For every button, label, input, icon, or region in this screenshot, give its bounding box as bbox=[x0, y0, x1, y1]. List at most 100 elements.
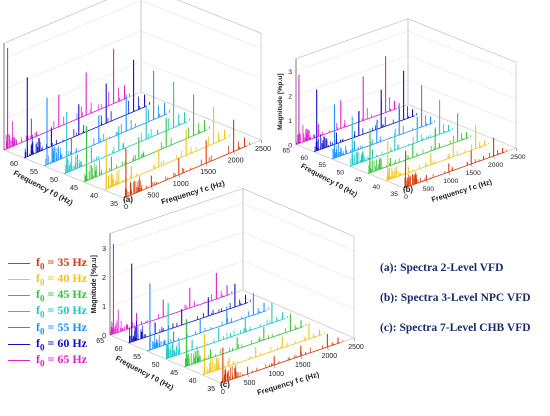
z-tick-label: 3 bbox=[288, 69, 292, 76]
x-tick-label: 500 bbox=[423, 186, 435, 193]
series-baseline bbox=[403, 151, 505, 189]
x-axis-label: Frequency f c (Hz) bbox=[256, 369, 321, 397]
legend-label: f0 = 40 Hz bbox=[36, 271, 87, 288]
series-50 bbox=[165, 302, 288, 360]
y-tick-label: 40 bbox=[90, 191, 98, 200]
x-tick-label: 0 bbox=[221, 389, 225, 396]
x-tick-label: 500 bbox=[147, 190, 159, 199]
legend: f0 = 35 Hz f0 = 40 Hz f0 = 45 Hz f0 = 50 Hz… bbox=[8, 255, 130, 368]
x-tick bbox=[151, 186, 153, 190]
z-tick-label: 2 bbox=[102, 275, 106, 282]
x-tick-label: 0 bbox=[404, 194, 408, 201]
x-tick bbox=[123, 197, 126, 202]
caption-b: (b): Spectra 3-Level NPC VFD bbox=[380, 292, 531, 304]
z-gridline bbox=[3, 61, 262, 120]
x-tick bbox=[448, 171, 451, 176]
x-tick bbox=[470, 163, 473, 168]
legend-swatch bbox=[8, 262, 30, 264]
series-65 bbox=[295, 56, 399, 145]
x-tick bbox=[493, 155, 495, 160]
x-tick bbox=[327, 346, 329, 351]
x-tick-label: 2500 bbox=[510, 154, 525, 161]
y-axis-label: Frequency f 0 (Hz) bbox=[299, 161, 359, 199]
series-40 bbox=[385, 125, 489, 182]
series-baseline bbox=[220, 342, 341, 384]
y-tick-label: 55 bbox=[318, 162, 326, 169]
z-tick-label: 1 bbox=[288, 118, 292, 125]
series-baseline bbox=[331, 122, 433, 160]
series-baseline bbox=[183, 326, 304, 368]
y-tick-label: 50 bbox=[152, 362, 160, 369]
series-baseline bbox=[3, 97, 128, 151]
series-baseline bbox=[349, 129, 451, 167]
legend-label: f0 = 55 Hz bbox=[36, 319, 87, 337]
legend-swatch bbox=[8, 311, 30, 313]
z-gridline bbox=[295, 30, 517, 75]
series-50 bbox=[63, 81, 190, 175]
series-baseline bbox=[295, 108, 397, 145]
legend-label: f0 = 60 Hz bbox=[36, 335, 87, 353]
z-gridline bbox=[3, 91, 262, 151]
caption-c: (c): Spectra 7-Level CHB VFD bbox=[380, 322, 531, 334]
x-tick bbox=[515, 147, 518, 152]
legend-item: f0 = 55 Hz bbox=[8, 320, 130, 336]
side-wall bbox=[407, 18, 517, 149]
side-wall bbox=[242, 188, 355, 339]
y-tick-label: 45 bbox=[70, 183, 78, 192]
z-axis-label: Magnitude [%p.u] bbox=[277, 73, 284, 130]
y-tick-label: 40 bbox=[372, 184, 380, 191]
x-tick-label: 1500 bbox=[466, 170, 481, 177]
legend-label: f0 = 35 Hz bbox=[36, 254, 87, 272]
x-tick bbox=[353, 337, 356, 342]
y-tick-label: 35 bbox=[110, 199, 118, 208]
x-tick bbox=[260, 139, 263, 144]
z-gridline bbox=[109, 289, 355, 339]
series-baseline bbox=[165, 318, 286, 360]
x-tick-label: 2500 bbox=[255, 144, 271, 153]
legend-item: f0 = 35 Hz bbox=[8, 255, 130, 271]
x-tick bbox=[220, 382, 223, 387]
y-tick-label: 65 bbox=[96, 338, 104, 345]
legend-item: f0 = 60 Hz bbox=[8, 336, 130, 352]
series-45 bbox=[83, 94, 210, 183]
back-wall bbox=[3, 0, 142, 151]
z-gridline bbox=[3, 30, 262, 90]
panel-b: 0 1 2 3 Magnitude [%p.u] 0 500 1000 1500 2000 2500… bbox=[277, 18, 526, 204]
y-tick-label: 60 bbox=[300, 155, 308, 162]
x-tick bbox=[178, 174, 181, 178]
z-axis-label: Magnitude [%p.u] bbox=[91, 255, 98, 313]
x-tick-label: 500 bbox=[244, 380, 256, 387]
y-tick-label: 40 bbox=[189, 378, 197, 385]
x-tick-label: 0 bbox=[124, 202, 128, 211]
z-gridline bbox=[3, 0, 262, 59]
z-tick-label: 0 bbox=[102, 333, 106, 340]
legend-swatch bbox=[8, 278, 30, 280]
legend-item: f0 = 65 Hz bbox=[8, 352, 130, 368]
y-tick-label: 50 bbox=[336, 169, 344, 176]
y-tick-label: 65 bbox=[282, 148, 290, 155]
legend-item: f0 = 50 Hz bbox=[8, 303, 130, 320]
series-35 bbox=[123, 119, 250, 199]
series-45 bbox=[367, 113, 471, 174]
legend-item: f0 = 45 Hz bbox=[8, 287, 130, 304]
y-tick-label: 35 bbox=[207, 386, 215, 393]
x-tick bbox=[205, 163, 208, 167]
legend-swatch bbox=[8, 294, 30, 296]
x-tick-label: 2500 bbox=[348, 344, 364, 351]
y-tick-label: 50 bbox=[50, 175, 58, 184]
x-tick bbox=[247, 373, 249, 378]
panel-captions: (a): Spectra 2-Level VFD (b): Spectra 3-… bbox=[380, 262, 550, 352]
z-gridline bbox=[109, 202, 355, 252]
y-tick-label: 60 bbox=[115, 346, 123, 353]
series-55 bbox=[331, 85, 435, 160]
series-40 bbox=[202, 323, 325, 376]
z-gridline bbox=[109, 260, 355, 310]
x-tick-label: 1000 bbox=[268, 371, 284, 378]
x-axis-label: Frequency f c (Hz) bbox=[160, 178, 226, 206]
side-wall bbox=[140, 0, 262, 141]
x-tick bbox=[233, 151, 235, 155]
x-axis-label: Frequency f c (Hz) bbox=[430, 177, 493, 204]
